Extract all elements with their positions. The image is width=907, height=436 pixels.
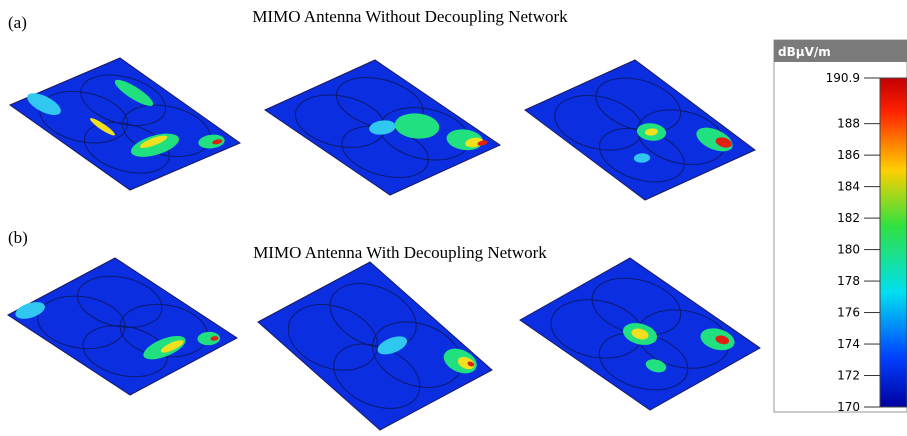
- tick-label: 184: [837, 180, 860, 194]
- field-plot: [7, 257, 237, 395]
- colorbar-gradient: [880, 78, 907, 407]
- colorbar: dBµV/m 190.9 188 186 184 182 180 178 176 174 172 1…: [774, 40, 907, 414]
- tick-label: 188: [837, 117, 860, 131]
- colorbar-unit: dBµV/m: [778, 45, 831, 59]
- tick-label: 176: [837, 306, 860, 320]
- panel-title: MIMO Antenna Without Decoupling Network: [252, 7, 568, 26]
- panel-label: (a): [8, 13, 27, 32]
- field-plot: [265, 60, 500, 195]
- tick-label: 174: [837, 337, 860, 351]
- field-plot: [520, 258, 760, 410]
- tick-label: 170: [837, 400, 860, 414]
- tick-label: 182: [837, 211, 860, 225]
- field-plot: [8, 56, 240, 190]
- panel-label: (b): [8, 228, 28, 247]
- figure: (a) MIMO Antenna Without Decoupling Netw…: [0, 0, 907, 436]
- tick-label: 172: [837, 369, 860, 383]
- panel-title: MIMO Antenna With Decoupling Network: [253, 243, 547, 262]
- tick-label: 186: [837, 148, 860, 162]
- field-plot: [525, 60, 755, 200]
- field-plot: [258, 262, 492, 430]
- tick-label: 190.9: [826, 71, 860, 85]
- tick-label: 178: [837, 274, 860, 288]
- tick-label: 180: [837, 243, 860, 257]
